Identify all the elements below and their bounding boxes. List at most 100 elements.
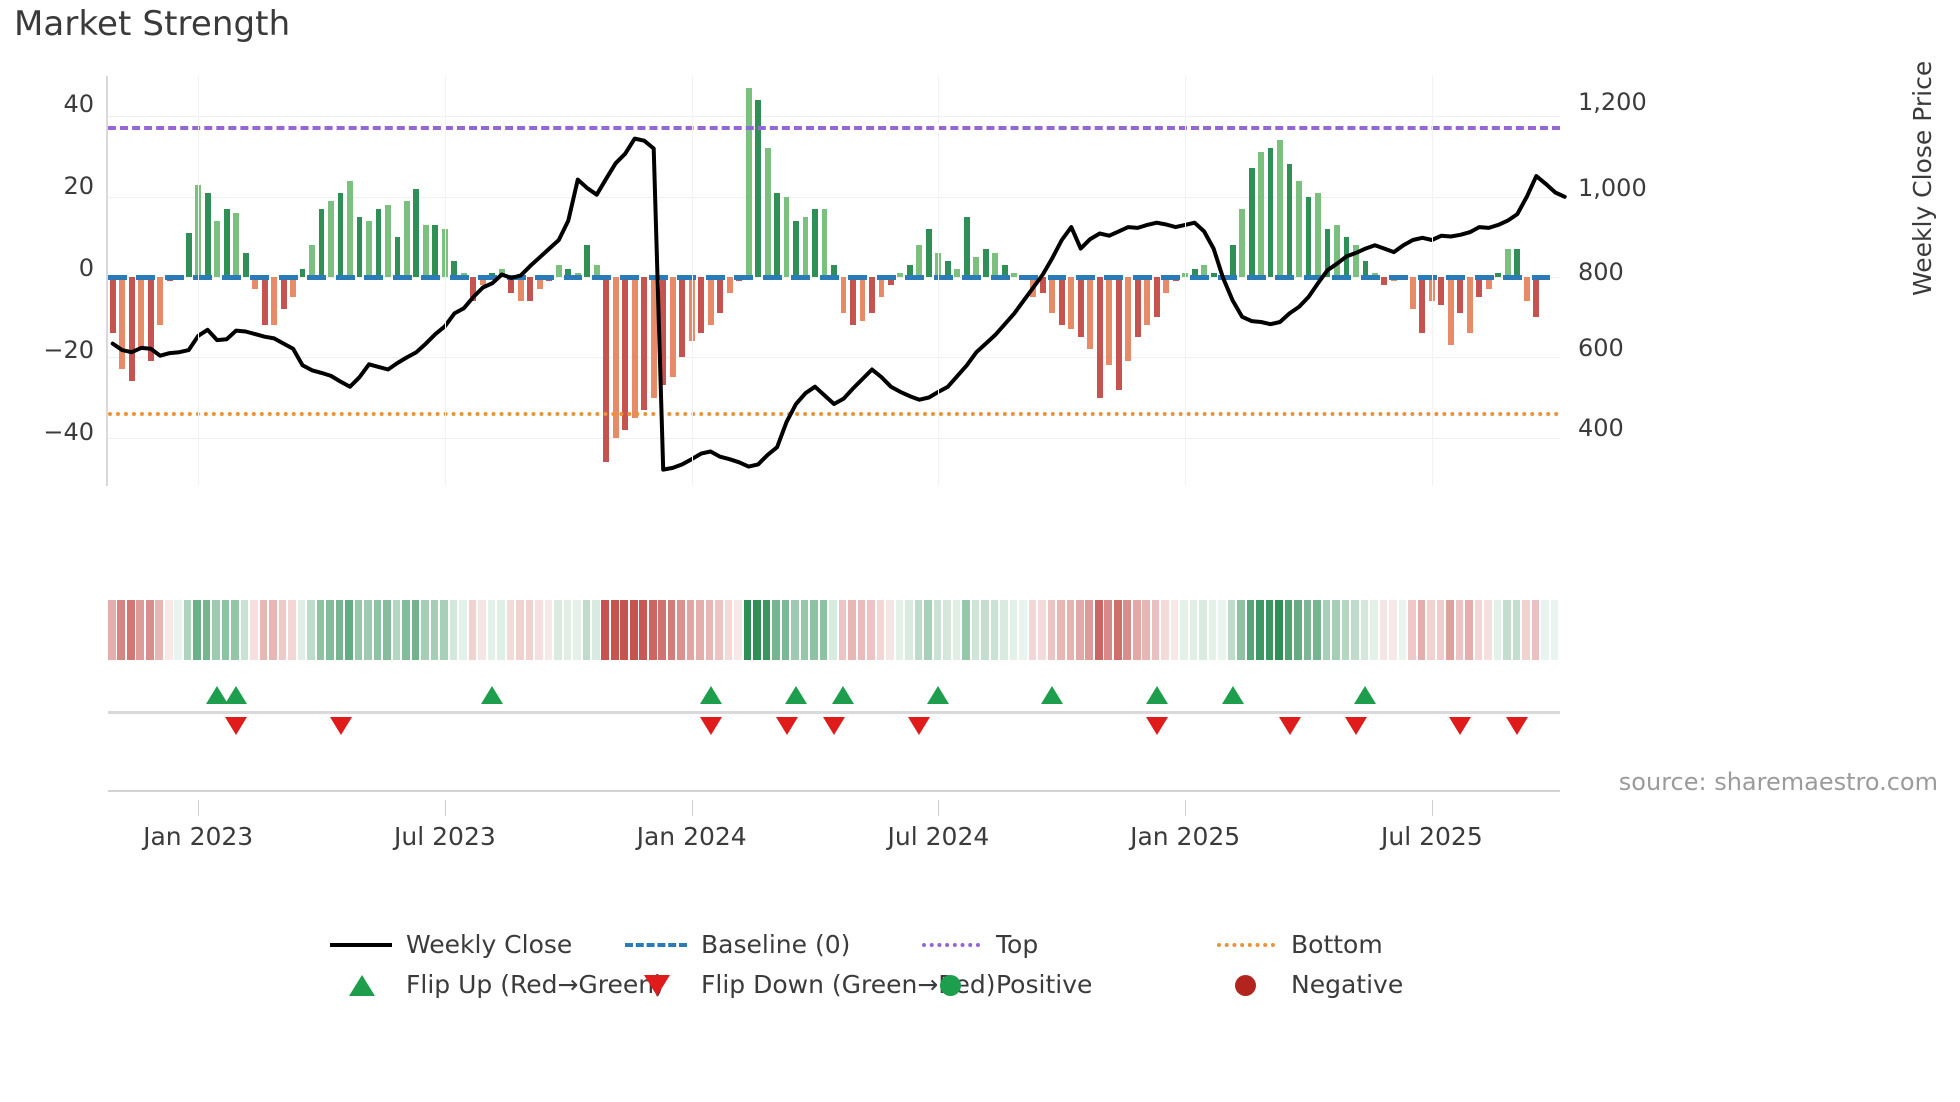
strength-bar[interactable]	[128, 276, 135, 382]
flip-up-marker-icon[interactable]	[1221, 686, 1244, 704]
flip-up-marker-icon[interactable]	[832, 686, 855, 704]
strength-bar[interactable]	[385, 204, 391, 277]
flip-down-marker-icon[interactable]	[699, 717, 722, 735]
strength-bar[interactable]	[1533, 276, 1540, 318]
strength-bar[interactable]	[1039, 276, 1046, 294]
strength-bar[interactable]	[479, 276, 486, 285]
strength-bar[interactable]	[1163, 276, 1170, 294]
strength-bar[interactable]	[1058, 276, 1065, 326]
strength-bar[interactable]	[223, 208, 230, 277]
strength-bar[interactable]	[252, 276, 259, 290]
strength-bar[interactable]	[1210, 272, 1217, 277]
strength-bar[interactable]	[1267, 148, 1274, 277]
strength-bar[interactable]	[963, 216, 970, 277]
flip-up-marker-icon[interactable]	[206, 686, 229, 704]
strength-bar[interactable]	[1438, 276, 1445, 306]
flip-up-marker-icon[interactable]	[1041, 686, 1064, 704]
strength-bar[interactable]	[631, 276, 638, 418]
strength-bar[interactable]	[717, 276, 724, 314]
strength-bar[interactable]	[603, 276, 610, 462]
strength-bar[interactable]	[1353, 244, 1359, 277]
strength-bar[interactable]	[508, 276, 515, 294]
strength-bar[interactable]	[887, 276, 894, 285]
strength-bar[interactable]	[935, 252, 942, 277]
strength-bar[interactable]	[1495, 272, 1502, 277]
flip-down-marker-icon[interactable]	[775, 717, 798, 735]
legend-top[interactable]: Top	[920, 925, 1038, 964]
strength-bar[interactable]	[622, 276, 629, 430]
strength-bar[interactable]	[470, 276, 477, 302]
strength-bar[interactable]	[1381, 276, 1388, 285]
strength-bar[interactable]	[992, 252, 999, 277]
strength-bar[interactable]	[1447, 276, 1454, 346]
strength-bar[interactable]	[612, 276, 619, 438]
strength-bar[interactable]	[764, 148, 771, 277]
strength-bar[interactable]	[916, 244, 923, 277]
flip-down-marker-icon[interactable]	[1344, 717, 1367, 735]
strength-bar[interactable]	[1286, 164, 1293, 277]
strength-bar[interactable]	[261, 276, 268, 326]
strength-bar[interactable]	[422, 224, 429, 277]
strength-bar[interactable]	[1485, 276, 1492, 290]
strength-bar[interactable]	[413, 188, 420, 277]
strength-bar[interactable]	[574, 272, 581, 277]
strength-bar[interactable]	[878, 276, 885, 298]
strength-bar[interactable]	[954, 268, 961, 277]
strength-bar[interactable]	[1315, 192, 1321, 277]
strength-bar[interactable]	[944, 260, 951, 277]
strength-bar[interactable]	[1248, 168, 1255, 277]
flip-down-marker-icon[interactable]	[1145, 717, 1168, 735]
strength-bar[interactable]	[527, 276, 534, 302]
strength-bar[interactable]	[973, 256, 980, 277]
flip-down-marker-icon[interactable]	[329, 717, 352, 735]
strength-bar[interactable]	[745, 88, 752, 277]
strength-bar[interactable]	[1049, 276, 1056, 314]
strength-bar[interactable]	[1409, 276, 1416, 310]
strength-bar[interactable]	[489, 272, 496, 277]
strength-bar[interactable]	[593, 264, 600, 277]
strength-bar[interactable]	[318, 208, 325, 277]
strength-bar[interactable]	[536, 276, 543, 290]
strength-bar[interactable]	[337, 192, 344, 277]
strength-bar[interactable]	[204, 192, 211, 277]
strength-bar[interactable]	[584, 244, 591, 277]
flip-up-marker-icon[interactable]	[699, 686, 722, 704]
flip-down-marker-icon[interactable]	[225, 717, 248, 735]
strength-bar[interactable]	[660, 276, 667, 386]
strength-bar[interactable]	[1134, 276, 1141, 338]
strength-bar[interactable]	[1504, 248, 1511, 277]
strength-bar[interactable]	[290, 276, 296, 298]
strength-bar[interactable]	[859, 276, 866, 322]
strength-bar[interactable]	[1324, 228, 1331, 277]
flip-up-marker-icon[interactable]	[785, 686, 808, 704]
strength-bar[interactable]	[1011, 272, 1018, 277]
flip-up-marker-icon[interactable]	[481, 686, 504, 704]
strength-bar[interactable]	[403, 200, 410, 277]
strength-bar[interactable]	[451, 260, 458, 277]
flip-down-marker-icon[interactable]	[823, 717, 845, 735]
flip-down-marker-icon[interactable]	[1278, 717, 1301, 735]
strength-bar[interactable]	[1125, 276, 1132, 362]
strength-bar[interactable]	[1201, 264, 1208, 277]
strength-bar[interactable]	[1362, 260, 1369, 277]
strength-bar[interactable]	[1106, 276, 1113, 366]
strength-bar[interactable]	[1523, 276, 1530, 302]
strength-bar[interactable]	[831, 264, 837, 277]
strength-bar[interactable]	[185, 232, 192, 277]
strength-bar[interactable]	[138, 276, 145, 350]
strength-bar[interactable]	[109, 276, 116, 334]
strength-bar[interactable]	[802, 216, 809, 277]
strength-bar[interactable]	[925, 228, 932, 277]
strength-bar[interactable]	[850, 276, 856, 326]
flip-down-marker-icon[interactable]	[1449, 717, 1472, 735]
strength-bar[interactable]	[1239, 208, 1245, 277]
strength-bar[interactable]	[242, 252, 249, 277]
strength-bar[interactable]	[356, 216, 363, 277]
strength-bar[interactable]	[147, 276, 154, 362]
strength-bar[interactable]	[1277, 140, 1283, 277]
strength-bar[interactable]	[309, 244, 315, 277]
strength-bar[interactable]	[755, 100, 761, 277]
legend-positive[interactable]: Positive	[920, 965, 1092, 1004]
strength-bar[interactable]	[555, 264, 562, 277]
strength-bar[interactable]	[897, 272, 904, 277]
